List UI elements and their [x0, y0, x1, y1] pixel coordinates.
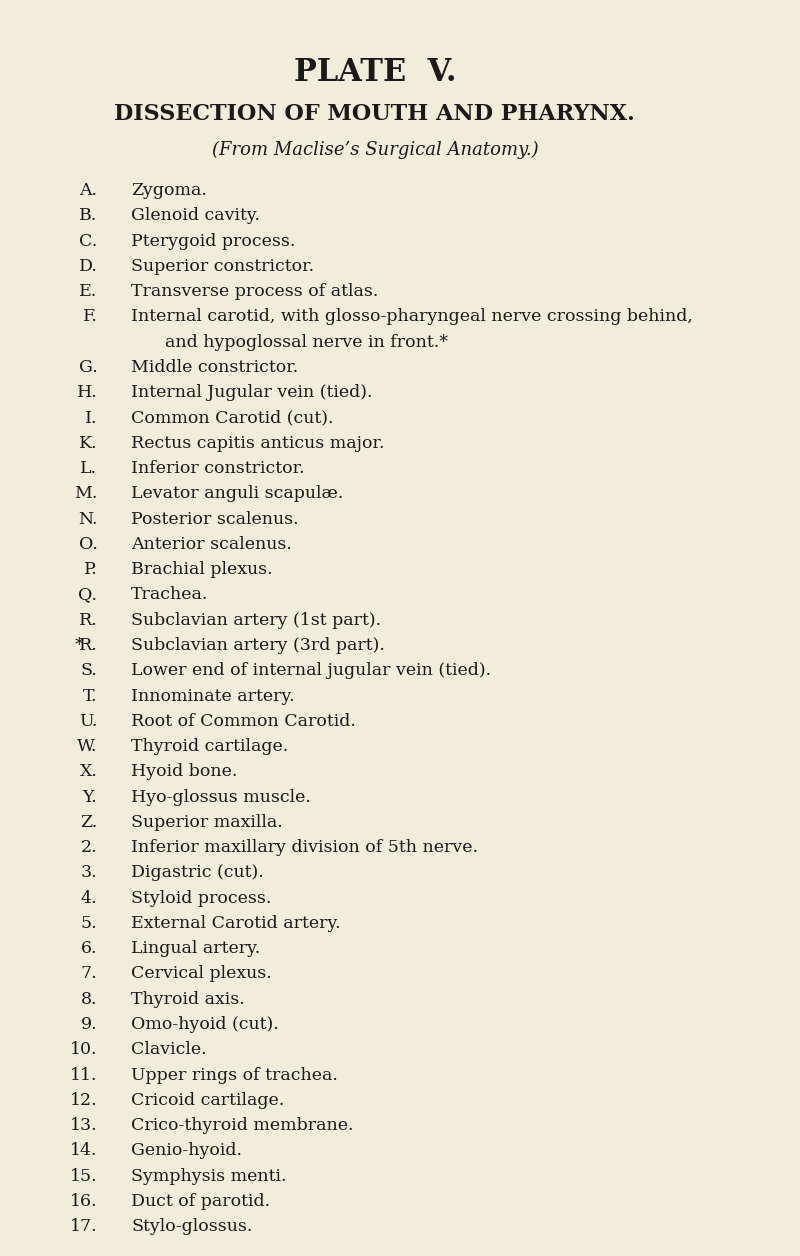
Text: 16.: 16.: [70, 1193, 98, 1210]
Text: Stylo-glossus.: Stylo-glossus.: [131, 1218, 253, 1235]
Text: Subclavian artery (1st part).: Subclavian artery (1st part).: [131, 612, 382, 629]
Text: Hyoid bone.: Hyoid bone.: [131, 764, 238, 780]
Text: Duct of parotid.: Duct of parotid.: [131, 1193, 270, 1210]
Text: 13.: 13.: [70, 1117, 98, 1134]
Text: F.: F.: [82, 309, 98, 325]
Text: 11.: 11.: [70, 1066, 98, 1084]
Text: Glenoid cavity.: Glenoid cavity.: [131, 207, 260, 225]
Text: 6.: 6.: [81, 941, 98, 957]
Text: G.: G.: [78, 359, 98, 376]
Text: 15.: 15.: [70, 1168, 98, 1184]
Text: (From Maclise’s Surgical Anatomy.): (From Maclise’s Surgical Anatomy.): [211, 141, 538, 160]
Text: Z.: Z.: [80, 814, 98, 831]
Text: Innominate artery.: Innominate artery.: [131, 687, 295, 705]
Text: R.: R.: [78, 637, 98, 654]
Text: P.: P.: [84, 561, 98, 578]
Text: Y.: Y.: [82, 789, 98, 805]
Text: O.: O.: [78, 536, 98, 553]
Text: Crico-thyroid membrane.: Crico-thyroid membrane.: [131, 1117, 354, 1134]
Text: Superior constrictor.: Superior constrictor.: [131, 257, 314, 275]
Text: 10.: 10.: [70, 1041, 98, 1059]
Text: Anterior scalenus.: Anterior scalenus.: [131, 536, 292, 553]
Text: Rectus capitis anticus major.: Rectus capitis anticus major.: [131, 435, 385, 452]
Text: W.: W.: [77, 739, 98, 755]
Text: Styloid process.: Styloid process.: [131, 889, 271, 907]
Text: Levator anguli scapulæ.: Levator anguli scapulæ.: [131, 485, 343, 502]
Text: Inferior constrictor.: Inferior constrictor.: [131, 460, 305, 477]
Text: Internal carotid, with glosso-pharyngeal nerve crossing behind,: Internal carotid, with glosso-pharyngeal…: [131, 309, 693, 325]
Text: Superior maxilla.: Superior maxilla.: [131, 814, 283, 831]
Text: C.: C.: [79, 232, 98, 250]
Text: External Carotid artery.: External Carotid artery.: [131, 914, 341, 932]
Text: Lower end of internal jugular vein (tied).: Lower end of internal jugular vein (tied…: [131, 662, 491, 679]
Text: Q.: Q.: [78, 587, 98, 603]
Text: T.: T.: [83, 687, 98, 705]
Text: 14.: 14.: [70, 1143, 98, 1159]
Text: *: *: [75, 637, 84, 654]
Text: K.: K.: [79, 435, 98, 452]
Text: Cervical plexus.: Cervical plexus.: [131, 966, 272, 982]
Text: M.: M.: [74, 485, 98, 502]
Text: Clavicle.: Clavicle.: [131, 1041, 207, 1059]
Text: U.: U.: [79, 712, 98, 730]
Text: 8.: 8.: [81, 991, 98, 1007]
Text: Internal Jugular vein (tied).: Internal Jugular vein (tied).: [131, 384, 373, 401]
Text: A.: A.: [79, 182, 98, 200]
Text: H.: H.: [77, 384, 98, 401]
Text: Symphysis menti.: Symphysis menti.: [131, 1168, 286, 1184]
Text: 4.: 4.: [81, 889, 98, 907]
Text: Pterygoid process.: Pterygoid process.: [131, 232, 295, 250]
Text: Common Carotid (cut).: Common Carotid (cut).: [131, 409, 334, 427]
Text: E.: E.: [79, 283, 98, 300]
Text: 12.: 12.: [70, 1091, 98, 1109]
Text: PLATE  V.: PLATE V.: [294, 57, 456, 88]
Text: 7.: 7.: [81, 966, 98, 982]
Text: Transverse process of atlas.: Transverse process of atlas.: [131, 283, 378, 300]
Text: Hyo-glossus muscle.: Hyo-glossus muscle.: [131, 789, 311, 805]
Text: Trachea.: Trachea.: [131, 587, 209, 603]
Text: Brachial plexus.: Brachial plexus.: [131, 561, 273, 578]
Text: 3.: 3.: [81, 864, 98, 882]
Text: B.: B.: [79, 207, 98, 225]
Text: Omo-hyoid (cut).: Omo-hyoid (cut).: [131, 1016, 279, 1032]
Text: and hypoglossal nerve in front.*: and hypoglossal nerve in front.*: [165, 334, 448, 350]
Text: Digastric (cut).: Digastric (cut).: [131, 864, 264, 882]
Text: Genio-hyoid.: Genio-hyoid.: [131, 1143, 242, 1159]
Text: DISSECTION OF MOUTH AND PHARYNX.: DISSECTION OF MOUTH AND PHARYNX.: [114, 103, 635, 126]
Text: Thyroid cartilage.: Thyroid cartilage.: [131, 739, 289, 755]
Text: X.: X.: [79, 764, 98, 780]
Text: Middle constrictor.: Middle constrictor.: [131, 359, 298, 376]
Text: Lingual artery.: Lingual artery.: [131, 941, 261, 957]
Text: 9.: 9.: [81, 1016, 98, 1032]
Text: Upper rings of trachea.: Upper rings of trachea.: [131, 1066, 338, 1084]
Text: Root of Common Carotid.: Root of Common Carotid.: [131, 712, 356, 730]
Text: I.: I.: [85, 409, 98, 427]
Text: Cricoid cartilage.: Cricoid cartilage.: [131, 1091, 285, 1109]
Text: S.: S.: [81, 662, 98, 679]
Text: D.: D.: [78, 257, 98, 275]
Text: 17.: 17.: [70, 1218, 98, 1235]
Text: Thyroid axis.: Thyroid axis.: [131, 991, 245, 1007]
Text: 5.: 5.: [81, 914, 98, 932]
Text: N.: N.: [78, 511, 98, 528]
Text: R.: R.: [78, 612, 98, 629]
Text: Subclavian artery (3rd part).: Subclavian artery (3rd part).: [131, 637, 385, 654]
Text: L.: L.: [81, 460, 98, 477]
Text: Zygoma.: Zygoma.: [131, 182, 207, 200]
Text: Posterior scalenus.: Posterior scalenus.: [131, 511, 299, 528]
Text: Inferior maxillary division of 5th nerve.: Inferior maxillary division of 5th nerve…: [131, 839, 478, 857]
Text: 2.: 2.: [81, 839, 98, 857]
